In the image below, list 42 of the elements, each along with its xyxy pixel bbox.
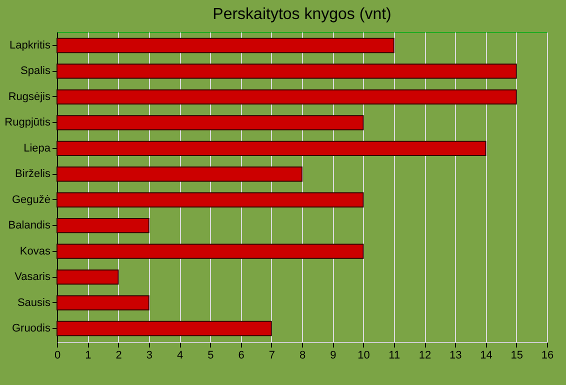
bar — [56, 38, 394, 54]
bar — [56, 89, 517, 105]
y-tick-label: Vasaris — [14, 271, 51, 284]
y-tick-label: Kovas — [20, 245, 51, 258]
x-tick-label: 3 — [146, 350, 152, 362]
y-tick-label: Sausis — [17, 296, 51, 309]
y-tick-label: Gruodis — [12, 322, 51, 334]
bar — [56, 115, 364, 130]
x-tick-label: 15 — [510, 350, 523, 362]
y-tick-label: Birželis — [15, 168, 51, 180]
y-tick-label: Rugpjūtis — [4, 116, 51, 129]
bar — [56, 64, 517, 79]
bar — [56, 295, 150, 310]
chart-title: Perskaitytos knygos (vnt) — [212, 6, 392, 23]
x-tick-label: 0 — [54, 350, 61, 362]
y-tick-label: Lapkritis — [10, 40, 51, 52]
y-tick-label: Spalis — [20, 65, 51, 78]
bar — [56, 269, 119, 285]
x-tick-label: 9 — [330, 350, 336, 362]
x-tick-label: 10 — [358, 350, 370, 362]
y-tick-label: Balandis — [8, 220, 51, 232]
bar — [56, 320, 272, 336]
x-tick-label: 4 — [176, 350, 184, 362]
x-tick-label: 11 — [388, 350, 400, 362]
bar — [56, 218, 150, 234]
x-tick-label: 16 — [541, 350, 554, 362]
x-tick-label: 14 — [480, 350, 492, 362]
y-tick-label: Rugsėjis — [8, 90, 51, 103]
x-tick-label: 8 — [299, 350, 306, 362]
x-tick-label: 7 — [268, 350, 275, 362]
y-tick-label: Gegužė — [12, 194, 50, 206]
x-tick-label: 5 — [208, 350, 214, 362]
x-tick-label: 6 — [238, 350, 244, 362]
x-tick-label: 1 — [85, 350, 92, 362]
bar — [56, 192, 364, 208]
bar — [56, 244, 364, 259]
y-tick-label: Liepa — [24, 142, 52, 154]
x-tick-label: 12 — [418, 350, 432, 362]
x-tick-label: 2 — [116, 350, 122, 362]
x-tick-label: 13 — [450, 350, 462, 362]
bar — [56, 166, 302, 182]
bar — [56, 140, 486, 156]
